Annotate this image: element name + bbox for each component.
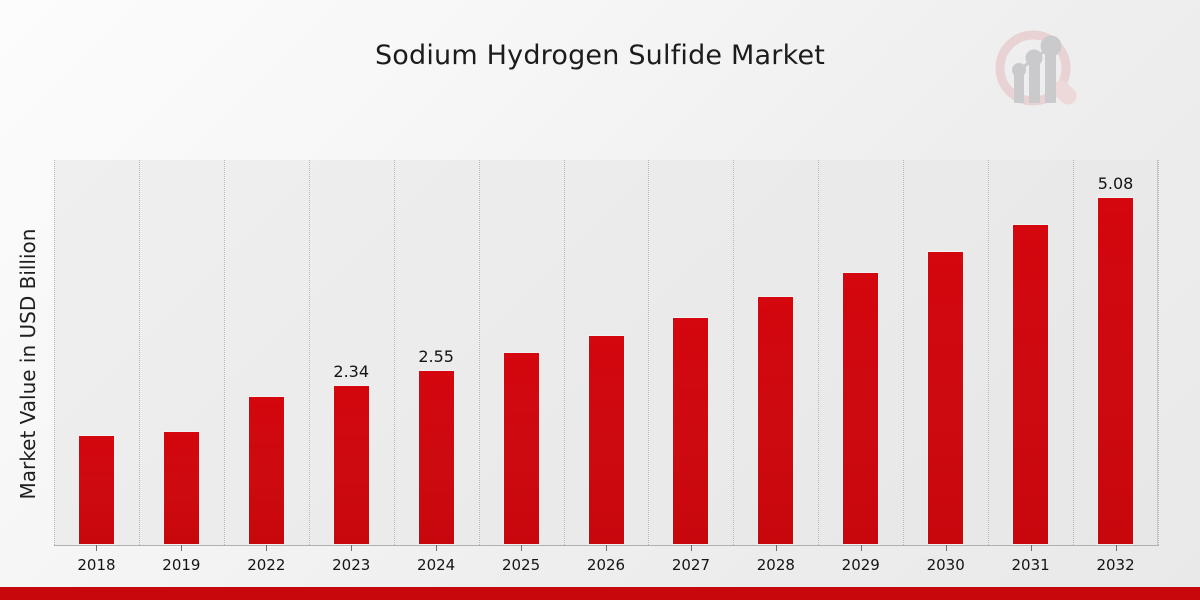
gridline: [1073, 160, 1075, 545]
x-tick-label-2029: 2029: [841, 556, 880, 574]
bar-2030[interactable]: [927, 251, 965, 545]
x-tick-label-2018: 2018: [77, 556, 116, 574]
x-tick-2029: [860, 545, 862, 551]
gridline: [138, 160, 140, 545]
x-tick-2018: [96, 545, 98, 551]
x-tick-2025: [521, 545, 523, 551]
x-tick-label-2025: 2025: [501, 556, 541, 574]
x-tick-2030: [945, 545, 947, 551]
bar-value-label-2024: 2.55: [418, 347, 454, 367]
x-tick-label-2027: 2027: [671, 556, 711, 574]
x-tick-label-2019: 2019: [162, 556, 201, 574]
bar-2026[interactable]: [587, 334, 625, 545]
bar-2028[interactable]: [757, 295, 795, 545]
x-tick-label-2028: 2028: [756, 556, 795, 574]
x-tick-label-2026: 2026: [586, 556, 626, 574]
bar-2029[interactable]: [842, 271, 880, 545]
bar-2018[interactable]: [77, 434, 115, 545]
x-tick-label-2023: 2023: [332, 556, 371, 574]
bar-2025[interactable]: [502, 351, 540, 545]
bar-2019[interactable]: [162, 430, 200, 545]
gridline: [54, 160, 55, 545]
market-research-magnifier-logo: [985, 22, 1095, 127]
bar-2022[interactable]: [247, 395, 285, 545]
y-axis-title: Market Value in USD Billion: [16, 228, 40, 500]
gridline: [308, 160, 310, 545]
gridline: [563, 160, 565, 545]
x-tick-2032: [1115, 545, 1117, 551]
gridline: [393, 160, 395, 545]
gridline: [648, 160, 650, 545]
x-tick-label-2024: 2024: [417, 556, 456, 574]
x-tick-label-2031: 2031: [1011, 556, 1050, 574]
x-tick-2024: [436, 545, 438, 551]
gridline: [733, 160, 735, 545]
plot-area: [54, 160, 1159, 545]
x-tick-label-2032: 2032: [1096, 556, 1135, 574]
x-tick-label-2030: 2030: [926, 556, 965, 574]
gridline: [478, 160, 480, 545]
x-tick-2022: [266, 545, 268, 551]
gridline: [1158, 160, 1159, 545]
bar-2032[interactable]: [1097, 197, 1135, 545]
bar-2024[interactable]: [417, 370, 455, 545]
bar-value-label-2023: 2.34: [333, 361, 370, 381]
page-title: Sodium Hydrogen Sulfide Market: [374, 40, 826, 71]
bar-2031[interactable]: [1012, 223, 1050, 545]
gridline: [818, 160, 820, 545]
gridline: [223, 160, 225, 545]
footer-accent-band: [0, 587, 1200, 600]
x-tick-2027: [690, 545, 692, 551]
x-tick-2023: [351, 545, 353, 551]
x-tick-2026: [606, 545, 607, 551]
x-tick-2019: [181, 545, 183, 551]
x-tick-2031: [1030, 545, 1032, 551]
gridline: [903, 160, 905, 545]
x-tick-2028: [775, 545, 777, 551]
x-tick-label-2022: 2022: [247, 556, 286, 574]
gridline: [988, 160, 990, 545]
bar-2027[interactable]: [672, 316, 710, 545]
bar-2023[interactable]: [332, 384, 370, 545]
bar-value-label-2032: 5.08: [1097, 173, 1134, 193]
